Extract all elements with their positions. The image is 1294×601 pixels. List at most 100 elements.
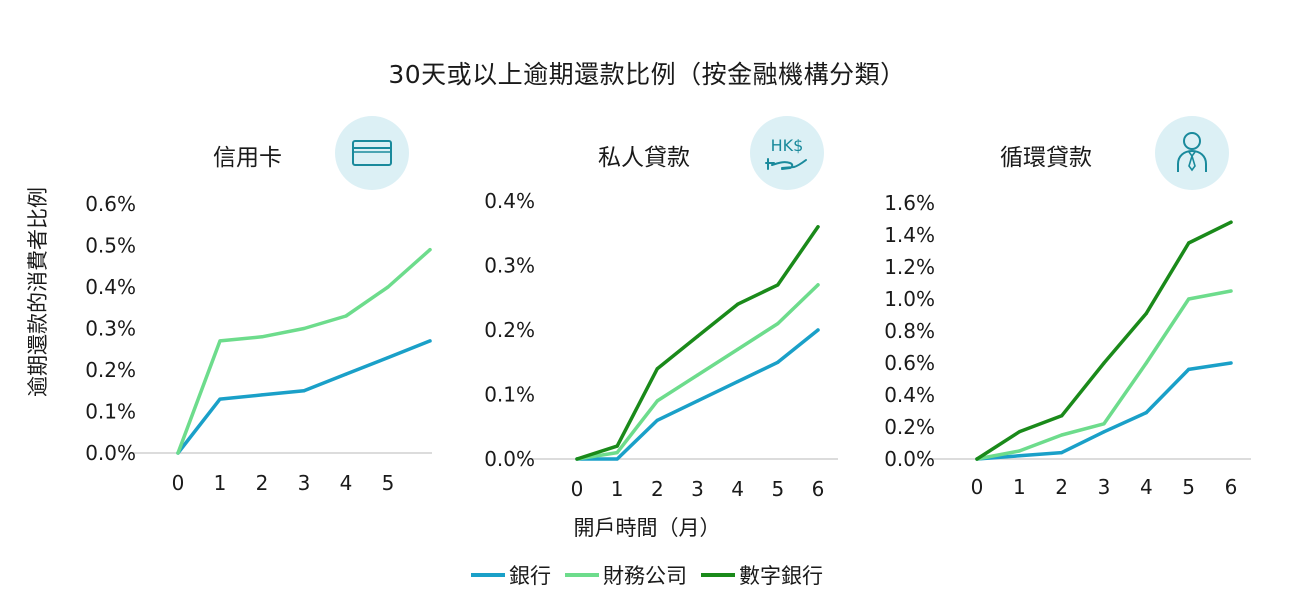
series-line-finance-company-personal-loan	[575, 283, 820, 461]
data-point-bank-revolving-loan	[1017, 454, 1021, 458]
y-tick-label-personal-loan: 0.1%	[484, 383, 535, 407]
y-tick-label-credit-card: 0.4%	[85, 275, 136, 299]
y-tick-label-credit-card: 0.5%	[85, 234, 136, 258]
x-tick-label-personal-loan: 2	[651, 477, 664, 501]
data-point-digital-bank-revolving-loan	[1187, 241, 1191, 245]
data-point-finance-company-credit-card	[428, 248, 432, 252]
credit-card-icon	[335, 116, 409, 190]
data-point-digital-bank-revolving-loan	[1017, 430, 1021, 434]
y-tick-label-revolving-loan: 1.0%	[884, 287, 935, 311]
data-point-digital-bank-personal-loan	[776, 283, 780, 287]
y-tick-label-personal-loan: 0.0%	[484, 447, 535, 471]
data-point-finance-company-credit-card	[260, 335, 264, 339]
data-point-digital-bank-revolving-loan	[1144, 311, 1148, 315]
data-point-digital-bank-personal-loan	[575, 457, 579, 461]
y-tick-label-credit-card: 0.6%	[85, 192, 136, 216]
data-point-finance-company-personal-loan	[615, 450, 619, 455]
data-point-bank-personal-loan	[655, 418, 659, 422]
data-point-bank-revolving-loan	[1187, 367, 1191, 371]
data-point-bank-revolving-loan	[1102, 430, 1106, 434]
data-point-digital-bank-personal-loan	[736, 302, 740, 306]
x-tick-label-credit-card: 4	[340, 471, 353, 495]
series-line-digital-bank-personal-loan	[575, 225, 820, 461]
chart-title: 30天或以上逾期還款比例（按金融機構分類）	[388, 60, 906, 89]
legend: 銀行 財務公司 數字銀行	[0, 560, 1294, 590]
data-point-bank-credit-card	[260, 393, 264, 397]
legend-swatch-finance-company	[565, 573, 599, 577]
hk-dollar-text: HK$	[771, 136, 804, 155]
y-tick-label-personal-loan: 0.4%	[484, 189, 535, 213]
y-tick-label-credit-card: 0.2%	[85, 358, 136, 382]
x-tick-label-personal-loan: 4	[731, 477, 744, 501]
x-tick-label-revolving-loan: 6	[1225, 475, 1238, 499]
hk-dollar-hand-icon: HK$	[750, 116, 824, 190]
x-tick-label-personal-loan: 5	[771, 477, 784, 501]
legend-item-digital-bank: 數字銀行	[701, 560, 823, 590]
data-point-finance-company-personal-loan	[695, 373, 700, 377]
legend-label-digital-bank: 數字銀行	[739, 564, 823, 588]
data-point-digital-bank-revolving-loan	[975, 457, 979, 461]
data-point-finance-company-revolving-loan	[1017, 449, 1021, 453]
x-tick-label-credit-card: 5	[382, 471, 395, 495]
data-point-bank-credit-card	[218, 397, 222, 401]
data-point-digital-bank-revolving-loan	[1060, 414, 1064, 418]
series-line-bank-credit-card	[176, 339, 432, 455]
y-tick-label-credit-card: 0.1%	[85, 400, 136, 424]
data-point-digital-bank-personal-loan	[655, 367, 659, 371]
x-tick-label-personal-loan: 3	[691, 477, 704, 501]
panel-title-revolving-loan: 循環貸款	[1000, 145, 1092, 171]
data-point-finance-company-revolving-loan	[1102, 422, 1106, 426]
x-tick-label-credit-card: 2	[256, 471, 269, 495]
legend-swatch-digital-bank	[701, 573, 735, 577]
data-point-bank-revolving-loan	[1144, 411, 1148, 415]
legend-swatch-bank	[471, 573, 505, 577]
x-tick-label-personal-loan: 0	[571, 477, 584, 501]
y-tick-label-revolving-loan: 1.4%	[884, 223, 935, 247]
x-tick-label-revolving-loan: 0	[971, 475, 984, 499]
data-point-bank-personal-loan	[816, 328, 820, 332]
x-tick-label-revolving-loan: 3	[1098, 475, 1111, 499]
data-point-digital-bank-personal-loan	[615, 444, 619, 448]
data-point-bank-revolving-loan	[1060, 451, 1064, 455]
legend-item-finance-company: 財務公司	[565, 560, 687, 590]
x-tick-label-revolving-loan: 2	[1055, 475, 1068, 499]
x-axis-title: 開戶時間（月）	[573, 516, 721, 540]
data-point-finance-company-credit-card	[302, 326, 306, 331]
x-tick-label-personal-loan: 1	[611, 477, 624, 501]
x-tick-label-credit-card: 3	[298, 471, 311, 495]
x-tick-label-credit-card: 1	[214, 471, 227, 495]
data-point-finance-company-revolving-loan	[1060, 433, 1064, 437]
data-point-finance-company-revolving-loan	[1144, 361, 1148, 365]
panel-title-credit-card: 信用卡	[213, 145, 282, 171]
y-tick-label-revolving-loan: 0.8%	[884, 319, 935, 343]
data-point-bank-credit-card	[386, 355, 390, 360]
data-point-bank-personal-loan	[615, 457, 619, 461]
data-point-bank-personal-loan	[776, 360, 780, 364]
data-point-digital-bank-personal-loan	[816, 225, 820, 229]
data-point-finance-company-credit-card	[344, 314, 348, 318]
legend-item-bank: 銀行	[471, 560, 551, 590]
data-point-digital-bank-personal-loan	[695, 334, 700, 339]
data-point-bank-credit-card	[302, 389, 306, 393]
data-point-finance-company-credit-card	[218, 339, 222, 343]
data-point-finance-company-revolving-loan	[1229, 289, 1233, 293]
data-point-digital-bank-revolving-loan	[1229, 220, 1233, 224]
y-tick-label-revolving-loan: 0.6%	[884, 351, 935, 375]
y-tick-label-personal-loan: 0.3%	[484, 254, 535, 278]
data-point-bank-credit-card	[428, 339, 432, 343]
x-tick-label-personal-loan: 6	[812, 477, 825, 501]
data-point-finance-company-personal-loan	[736, 347, 740, 351]
y-tick-label-credit-card: 0.0%	[85, 441, 136, 465]
data-point-bank-personal-loan	[695, 399, 700, 403]
data-point-bank-revolving-loan	[1229, 361, 1233, 365]
x-tick-label-revolving-loan: 4	[1140, 475, 1153, 499]
y-tick-label-credit-card: 0.3%	[85, 317, 136, 341]
y-tick-label-revolving-loan: 0.2%	[884, 415, 935, 439]
data-point-bank-personal-loan	[736, 380, 740, 384]
x-tick-label-revolving-loan: 1	[1013, 475, 1026, 499]
x-tick-label-credit-card: 0	[172, 471, 185, 495]
series-line-bank-personal-loan	[575, 328, 820, 461]
y-tick-label-revolving-loan: 0.4%	[884, 383, 935, 407]
data-point-finance-company-personal-loan	[776, 321, 780, 326]
